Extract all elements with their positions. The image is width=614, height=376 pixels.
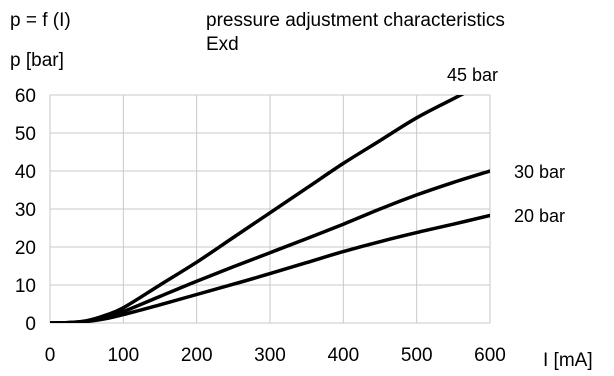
y-tick-label: 20	[15, 238, 36, 259]
x-tick-label: 0	[45, 345, 56, 366]
y-axis-label: p [bar]	[10, 50, 64, 71]
series-label-0: 45 bar	[447, 65, 498, 85]
x-tick-label: 300	[254, 345, 286, 366]
series-line-0	[50, 95, 465, 323]
series-label-1: 30 bar	[514, 162, 565, 182]
chart-title: pressure adjustment characteristics	[206, 10, 505, 31]
chart-subtitle: Exd	[206, 34, 239, 55]
y-tick-label: 50	[15, 124, 36, 145]
y-tick-label: 10	[15, 276, 36, 297]
y-tick-label: 40	[15, 162, 36, 183]
series-labels: 45 bar 30 bar 20 bar	[447, 65, 565, 226]
series-lines	[50, 95, 490, 323]
x-tick-label: 500	[401, 345, 433, 366]
y-tick-label: 0	[25, 314, 36, 335]
x-tick-label: 100	[107, 345, 139, 366]
formula-label: p = f (I)	[10, 10, 71, 31]
x-axis-label: I [mA]	[543, 350, 593, 371]
series-line-2	[50, 213, 490, 323]
y-tick-labels: 0 10 20 30 40 50 60	[15, 86, 36, 335]
y-tick-label: 30	[15, 200, 36, 221]
x-tick-label: 200	[181, 345, 213, 366]
x-tick-label: 400	[327, 345, 359, 366]
grid	[49, 94, 491, 324]
x-tick-label: 600	[474, 345, 506, 366]
y-tick-label: 60	[15, 86, 36, 107]
series-label-2: 20 bar	[514, 206, 565, 226]
x-tick-labels: 0 100 200 300 400 500 600	[45, 345, 506, 366]
